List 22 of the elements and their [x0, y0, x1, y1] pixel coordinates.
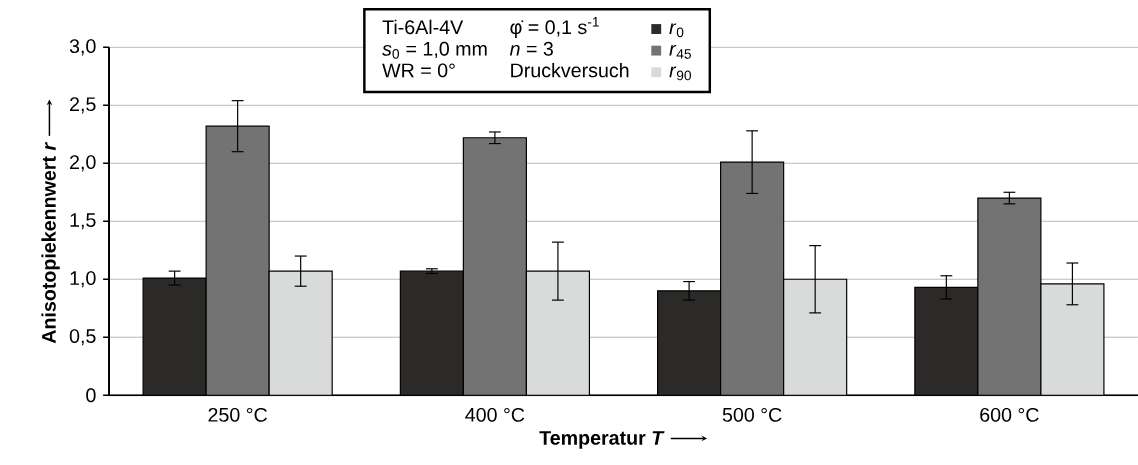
x-axis-title: Temperatur T	[539, 431, 665, 449]
y-tick-label: 1,5	[70, 213, 96, 230]
annotation: WR = 0°	[382, 63, 455, 78]
x-tick-label: 500 °C	[722, 407, 782, 422]
annotation: s$_{0}$ = 1,0 mm	[382, 41, 487, 59]
y-tick-label: 2,5	[70, 97, 96, 114]
annotation: n = 3	[509, 41, 553, 56]
annotation: Druckversuch	[511, 62, 629, 78]
x-tick-label: 600 °C	[980, 407, 1039, 422]
y-tick-label: 0	[86, 388, 96, 403]
legend-label: r$_{45}$	[669, 44, 691, 59]
y-axis-title: Anisotopiekennwert r	[41, 141, 60, 344]
legend-label: r$_{90}$	[669, 66, 692, 81]
text: Ti-6Al-4V	[382, 19, 464, 35]
legend-label: r$_{0}$	[669, 23, 684, 38]
y-tick-label: 1,0	[70, 271, 96, 288]
y-tick-label: 2,0	[70, 155, 96, 172]
y-tick-label: 0,5	[69, 329, 96, 346]
x-tick-label: 400 °C	[465, 407, 525, 422]
x-tick-label: 250 °C	[208, 407, 267, 422]
text: φ̇ = 0,1 s$^{-1}$	[510, 17, 599, 38]
y-tick-label: 3,0	[69, 39, 96, 56]
